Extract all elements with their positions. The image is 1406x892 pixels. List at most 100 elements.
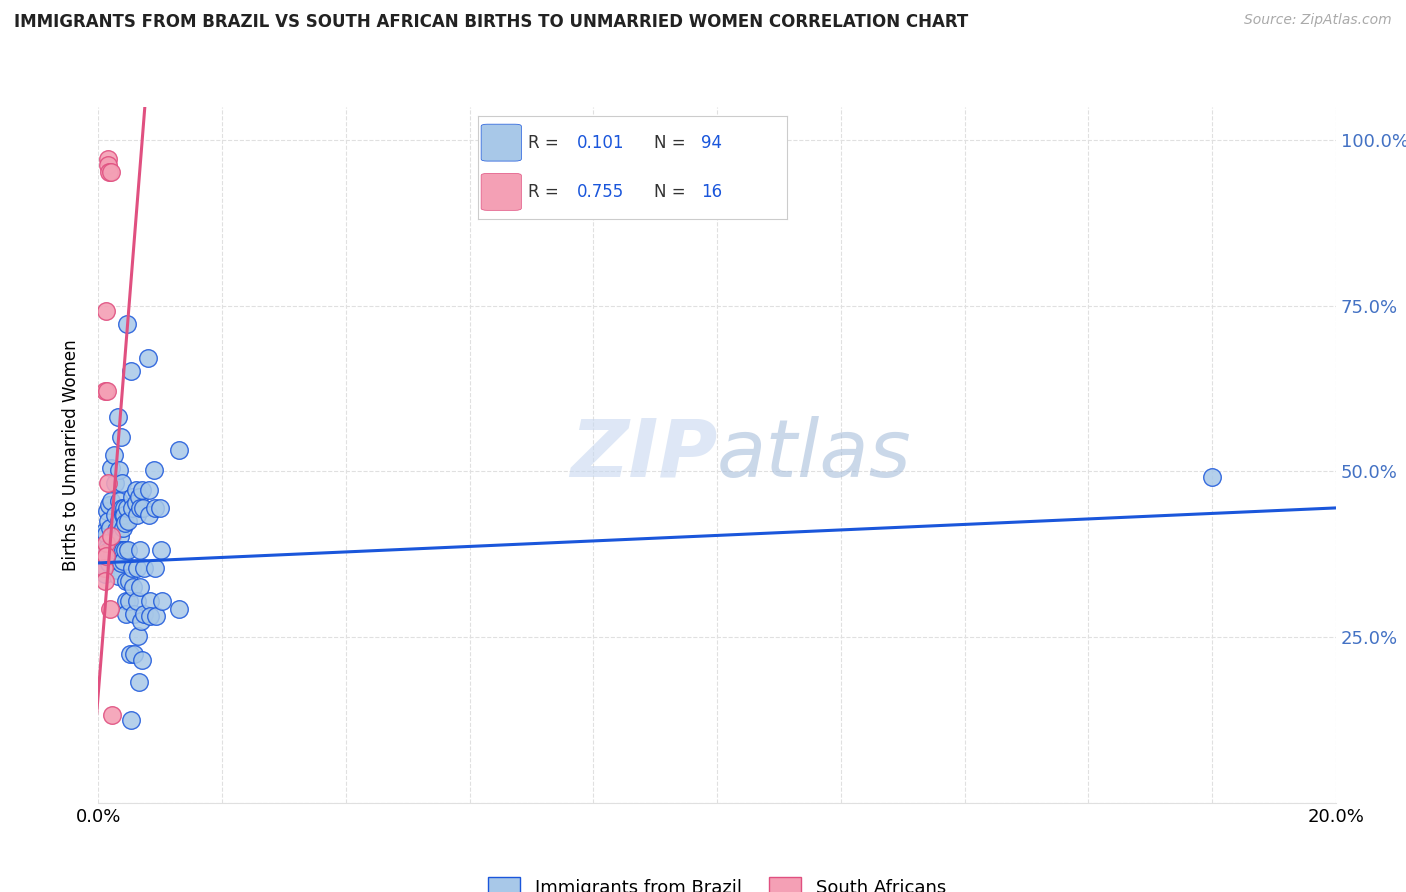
Y-axis label: Births to Unmarried Women: Births to Unmarried Women xyxy=(62,339,80,571)
Point xyxy=(101,529,124,543)
Point xyxy=(139,593,162,607)
Point xyxy=(108,494,131,508)
FancyBboxPatch shape xyxy=(481,124,522,161)
Point xyxy=(117,542,139,557)
Point xyxy=(94,549,117,564)
Point xyxy=(149,542,172,557)
Point xyxy=(143,463,166,477)
Point xyxy=(108,542,131,557)
Point xyxy=(122,581,145,595)
Point xyxy=(118,574,141,588)
Point xyxy=(93,524,115,538)
Point xyxy=(111,500,134,515)
Point xyxy=(143,560,166,574)
Point xyxy=(121,490,143,504)
Point xyxy=(132,560,155,574)
Point xyxy=(150,593,173,607)
Point xyxy=(124,647,146,661)
Point xyxy=(97,498,120,512)
Point xyxy=(114,574,136,588)
Point xyxy=(96,550,118,565)
Point xyxy=(138,483,160,497)
Point xyxy=(96,384,118,398)
Point xyxy=(125,560,148,574)
Point xyxy=(96,504,118,518)
Point xyxy=(115,607,138,621)
Point xyxy=(100,461,122,475)
Point xyxy=(107,569,129,583)
Point xyxy=(138,508,160,522)
Point xyxy=(93,547,115,561)
Point xyxy=(128,542,150,557)
Point xyxy=(118,593,141,607)
Text: R =: R = xyxy=(527,134,564,152)
Point xyxy=(93,567,115,582)
Point xyxy=(97,544,120,558)
Point xyxy=(101,708,124,723)
Point xyxy=(97,165,120,179)
Point xyxy=(124,483,146,497)
Point xyxy=(105,542,128,557)
Point xyxy=(125,496,148,510)
Point xyxy=(94,384,117,398)
Point xyxy=(94,527,117,541)
Point xyxy=(93,560,115,574)
Point xyxy=(101,547,124,561)
Point xyxy=(105,563,128,577)
Point xyxy=(111,476,134,491)
Point xyxy=(108,463,131,477)
Point xyxy=(143,500,166,515)
Text: Source: ZipAtlas.com: Source: ZipAtlas.com xyxy=(1244,13,1392,28)
Point xyxy=(111,508,134,522)
Point xyxy=(121,560,143,574)
Point xyxy=(94,536,117,550)
Point xyxy=(131,483,153,497)
Point xyxy=(121,500,143,515)
Point xyxy=(97,556,120,570)
Text: ZIP: ZIP xyxy=(569,416,717,494)
Point xyxy=(110,556,132,570)
Point xyxy=(136,351,159,365)
Point xyxy=(1201,470,1223,484)
Point xyxy=(125,508,148,522)
Text: 0.101: 0.101 xyxy=(576,134,624,152)
Text: atlas: atlas xyxy=(717,416,912,494)
Point xyxy=(112,554,135,568)
Text: N =: N = xyxy=(654,183,692,201)
Point xyxy=(167,443,190,458)
Point xyxy=(110,430,132,444)
Point xyxy=(97,152,120,166)
Point xyxy=(115,318,138,332)
Point xyxy=(108,514,131,528)
Text: IMMIGRANTS FROM BRAZIL VS SOUTH AFRICAN BIRTHS TO UNMARRIED WOMEN CORRELATION CH: IMMIGRANTS FROM BRAZIL VS SOUTH AFRICAN … xyxy=(14,13,969,31)
Point xyxy=(114,516,136,531)
Point xyxy=(139,609,162,624)
Text: 0.755: 0.755 xyxy=(576,183,624,201)
Point xyxy=(97,514,120,528)
Point xyxy=(149,500,172,515)
Point xyxy=(97,158,120,172)
Point xyxy=(128,490,150,504)
Point xyxy=(129,614,152,628)
Point xyxy=(100,494,122,508)
Point xyxy=(132,500,155,515)
Point xyxy=(93,547,115,561)
Point xyxy=(96,560,118,574)
Point xyxy=(112,508,135,522)
Point xyxy=(93,534,115,549)
Point xyxy=(127,629,149,643)
Point xyxy=(103,476,125,491)
Point xyxy=(120,364,142,378)
Point xyxy=(104,508,127,522)
Point xyxy=(96,541,118,555)
Point xyxy=(96,304,118,318)
Legend: Immigrants from Brazil, South Africans: Immigrants from Brazil, South Africans xyxy=(479,868,955,892)
Text: R =: R = xyxy=(527,183,564,201)
Point xyxy=(128,675,150,690)
Point xyxy=(117,500,139,515)
Point xyxy=(114,542,136,557)
Point xyxy=(112,500,135,515)
Point xyxy=(93,574,115,588)
Point xyxy=(101,554,124,568)
Point xyxy=(127,593,149,607)
